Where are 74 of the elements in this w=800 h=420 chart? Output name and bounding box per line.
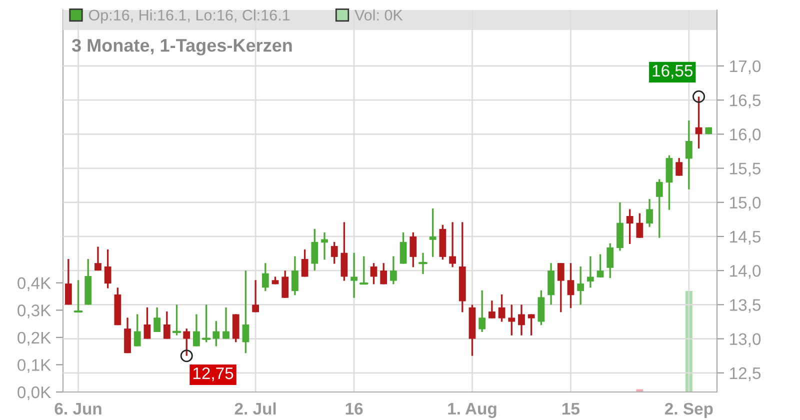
candlestick bbox=[370, 262, 378, 286]
y-tick-label: 17,0 bbox=[730, 60, 761, 74]
y-tick-label: 13,0 bbox=[730, 333, 761, 347]
y-tick-label: 15,0 bbox=[730, 196, 761, 211]
candlestick bbox=[252, 279, 260, 314]
x-tick-label: 6. Jun bbox=[54, 402, 102, 415]
candlestick bbox=[449, 221, 456, 268]
candlestick bbox=[695, 96, 702, 150]
candlestick bbox=[410, 232, 417, 268]
candlestick bbox=[626, 208, 634, 245]
candlestick bbox=[685, 120, 692, 190]
candlestick bbox=[292, 255, 298, 296]
y2-tick-label: 0,4K bbox=[18, 277, 52, 292]
candlestick bbox=[567, 262, 574, 309]
x-tick-label: 15 bbox=[562, 403, 580, 415]
y2-tick-label: 0,2K bbox=[18, 332, 52, 346]
candlestick bbox=[222, 306, 230, 340]
candlestick bbox=[478, 290, 486, 333]
x-tick-label: 2. Sep bbox=[664, 402, 713, 418]
candlestick bbox=[528, 313, 535, 336]
candlestick bbox=[134, 313, 141, 348]
x-tick-label: 2. Jul bbox=[234, 402, 276, 415]
candlestick bbox=[154, 306, 161, 333]
candlestick bbox=[518, 304, 525, 336]
y-tick-label: 16,5 bbox=[730, 94, 761, 108]
candlestick bbox=[498, 294, 506, 323]
y2-tick-label: 0,0K bbox=[18, 386, 52, 400]
candlestick bbox=[606, 242, 614, 279]
candlestick bbox=[508, 304, 516, 336]
candlestick bbox=[282, 270, 289, 299]
x-tick-label: 1. Aug bbox=[448, 402, 496, 418]
candlestick bbox=[183, 328, 190, 357]
candlestick bbox=[144, 306, 151, 340]
candlestick bbox=[380, 262, 388, 286]
candlestick bbox=[242, 270, 250, 354]
candlestick bbox=[488, 300, 496, 320]
y-tick-label: 16,0 bbox=[730, 128, 761, 142]
x-tick-label: 16 bbox=[346, 402, 363, 415]
candlestick bbox=[636, 212, 644, 239]
candlestick bbox=[340, 221, 348, 282]
y-tick-label: 14,0 bbox=[730, 264, 761, 279]
candlestick bbox=[418, 252, 428, 275]
candlestick bbox=[557, 262, 564, 314]
annotation: 12,75 bbox=[193, 367, 234, 382]
candlestick bbox=[350, 252, 358, 299]
candlestick bbox=[64, 258, 72, 306]
candlestick bbox=[429, 208, 436, 258]
candlestick bbox=[104, 248, 112, 290]
candlestick bbox=[676, 157, 683, 177]
y2-tick-label: 0,1K bbox=[18, 359, 52, 373]
candlestick bbox=[163, 310, 170, 340]
y-tick-label: 14,5 bbox=[730, 231, 761, 245]
candlestick bbox=[390, 255, 397, 286]
y-tick-label: 12,5 bbox=[730, 367, 761, 382]
candlestick bbox=[400, 232, 407, 265]
candlestick bbox=[596, 253, 604, 278]
candlestick bbox=[193, 313, 200, 348]
annotation: 16,55 bbox=[652, 64, 693, 79]
y-tick-label: 15,5 bbox=[730, 162, 761, 176]
candlestick bbox=[311, 228, 318, 272]
candlestick bbox=[586, 255, 594, 288]
legend-label: Vol: 0K bbox=[354, 9, 403, 21]
candlestick bbox=[301, 248, 308, 278]
candlestick bbox=[656, 178, 663, 239]
y-tick-label: 13,5 bbox=[730, 299, 761, 313]
candlestick bbox=[646, 198, 653, 228]
text: 3 Monate, 1-Tages-Kerzen bbox=[72, 38, 292, 56]
candlestick bbox=[330, 241, 338, 265]
candlestick bbox=[321, 232, 328, 260]
legend-label: Op:16, Hi:16.1, Lo:16, Cl:16.1 bbox=[88, 9, 290, 24]
y2-tick-label: 0,3K bbox=[18, 304, 52, 318]
candlestick bbox=[577, 266, 584, 306]
candlestick bbox=[262, 262, 269, 292]
candlestick bbox=[94, 246, 102, 272]
